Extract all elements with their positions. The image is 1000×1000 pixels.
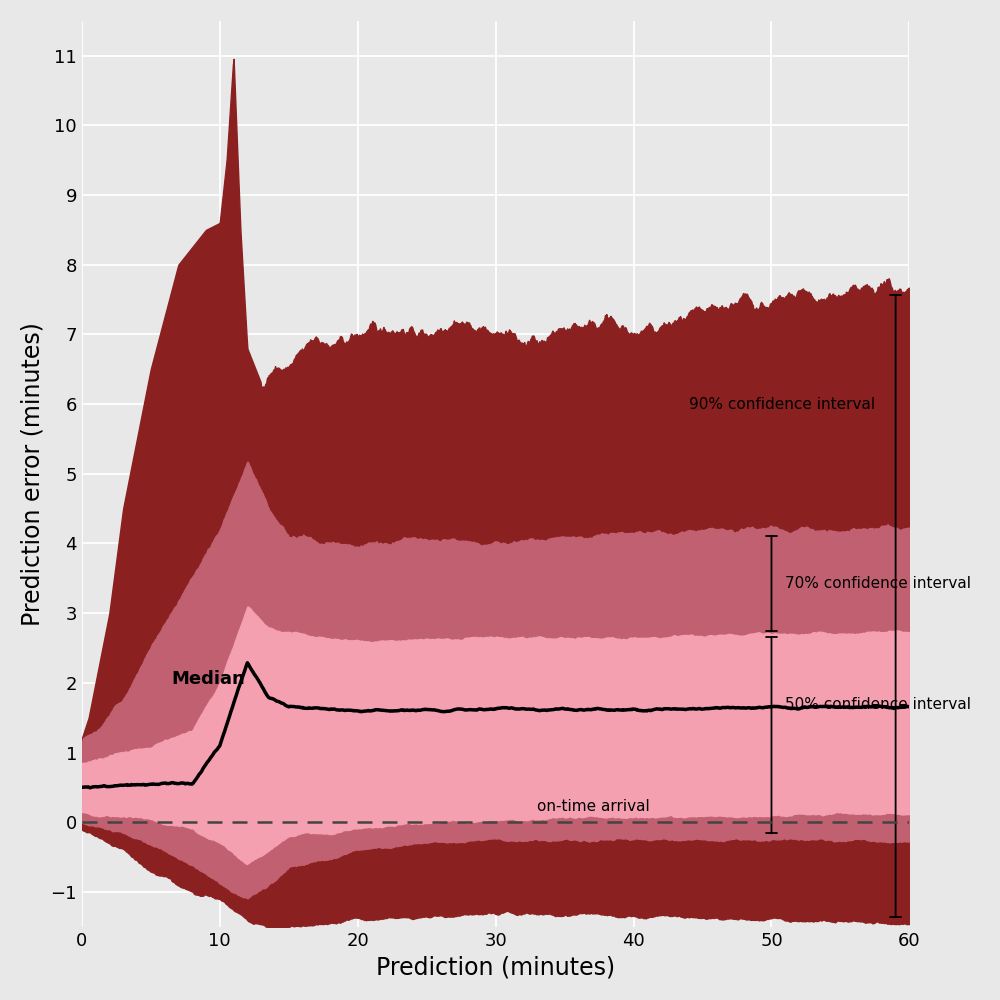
X-axis label: Prediction (minutes): Prediction (minutes)	[376, 955, 615, 979]
Y-axis label: Prediction error (minutes): Prediction error (minutes)	[21, 322, 45, 626]
Text: on-time arrival: on-time arrival	[537, 799, 650, 814]
Text: 70% confidence interval: 70% confidence interval	[785, 576, 971, 591]
Text: 50% confidence interval: 50% confidence interval	[785, 697, 971, 712]
Text: Median: Median	[171, 670, 245, 688]
Text: 90% confidence interval: 90% confidence interval	[689, 397, 875, 412]
